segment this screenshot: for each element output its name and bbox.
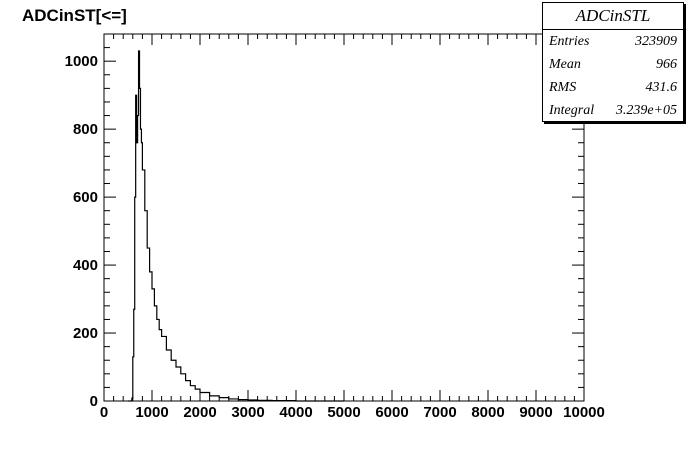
x-tick-label: 2000 [183, 404, 216, 421]
plot-frame [103, 33, 585, 402]
stats-box: ADCinSTL Entries 323909 Mean 966 RMS 431… [542, 2, 684, 122]
x-tick-label: 7000 [423, 404, 456, 421]
y-tick-label: 400 [73, 257, 98, 274]
x-tick-label: 8000 [471, 404, 504, 421]
stats-label: Integral [549, 103, 595, 118]
histogram-line [128, 50, 344, 402]
stats-row-rms: RMS 431.6 [543, 76, 683, 99]
stats-value: 966 [656, 57, 677, 72]
y-tick-label: 600 [73, 189, 98, 206]
y-tick-label: 0 [90, 393, 98, 410]
stats-label: RMS [549, 80, 577, 95]
y-tick-label: 1000 [65, 53, 98, 70]
stats-row-integral: Integral 3.239e+05 [543, 99, 683, 122]
x-tick-label: 0 [100, 404, 108, 421]
x-tick-label: 10000 [563, 404, 605, 421]
stats-value: 323909 [635, 34, 677, 49]
y-tick-label: 800 [73, 121, 98, 138]
stats-value: 431.6 [645, 80, 678, 95]
stats-row-mean: Mean 966 [543, 53, 683, 76]
stats-value: 3.239e+05 [615, 103, 677, 118]
stats-title: ADCinSTL [543, 3, 683, 30]
x-tick-label: 5000 [327, 404, 360, 421]
stats-row-entries: Entries 323909 [543, 30, 683, 53]
stats-label: Entries [549, 34, 590, 49]
x-tick-label: 1000 [135, 404, 168, 421]
x-tick-label: 9000 [519, 404, 552, 421]
x-tick-label: 4000 [279, 404, 312, 421]
x-tick-label: 6000 [375, 404, 408, 421]
chart-title: ADCinST[<=] [22, 6, 127, 25]
stats-label: Mean [549, 57, 581, 72]
y-tick-label: 200 [73, 325, 98, 342]
x-tick-label: 3000 [231, 404, 264, 421]
